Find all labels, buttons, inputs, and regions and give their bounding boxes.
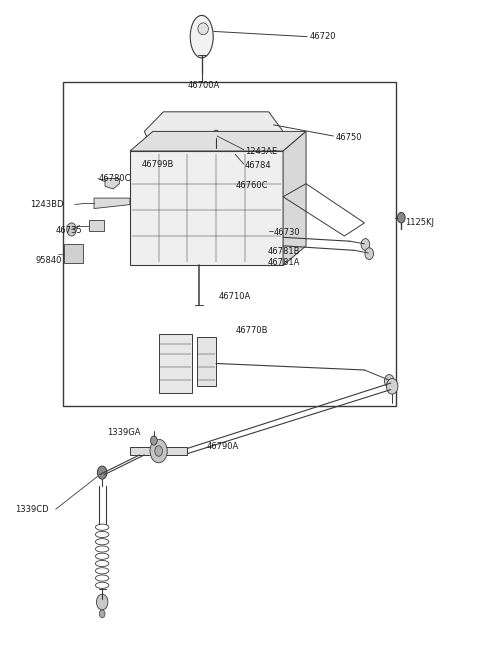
Polygon shape — [130, 132, 306, 151]
Ellipse shape — [199, 166, 224, 179]
Polygon shape — [105, 178, 120, 189]
Text: 46781B: 46781B — [268, 246, 300, 255]
Circle shape — [361, 238, 370, 250]
Polygon shape — [283, 132, 306, 265]
Text: 46760C: 46760C — [235, 181, 268, 189]
Text: 46770B: 46770B — [235, 326, 268, 335]
Circle shape — [99, 610, 105, 618]
Text: 46730: 46730 — [274, 228, 300, 237]
Text: 1243BD: 1243BD — [30, 200, 64, 209]
Ellipse shape — [206, 170, 216, 176]
Circle shape — [155, 446, 162, 457]
Text: 46799B: 46799B — [142, 160, 174, 168]
Text: 95840: 95840 — [35, 255, 61, 265]
Text: 46700A: 46700A — [187, 81, 220, 90]
Text: 46720: 46720 — [310, 32, 336, 41]
Polygon shape — [130, 447, 187, 455]
Text: 46790A: 46790A — [206, 442, 239, 451]
Bar — [197, 337, 216, 386]
Text: 46735: 46735 — [56, 226, 83, 235]
Bar — [89, 219, 104, 231]
Text: 1339CD: 1339CD — [15, 505, 48, 514]
Bar — [130, 151, 283, 265]
Text: 46710A: 46710A — [218, 291, 251, 301]
Circle shape — [151, 436, 157, 445]
Circle shape — [96, 594, 108, 610]
Bar — [63, 83, 396, 406]
Text: 1243AE: 1243AE — [245, 147, 277, 155]
Polygon shape — [144, 112, 283, 151]
Text: 46781A: 46781A — [268, 257, 300, 267]
Text: 46784: 46784 — [245, 161, 271, 170]
Text: 46780C: 46780C — [99, 174, 132, 183]
Circle shape — [67, 223, 76, 236]
Bar — [142, 159, 168, 166]
Circle shape — [150, 440, 167, 463]
Text: 46750: 46750 — [336, 134, 362, 142]
Polygon shape — [94, 198, 130, 208]
Circle shape — [213, 130, 219, 140]
Bar — [64, 244, 83, 263]
Ellipse shape — [198, 23, 208, 35]
Polygon shape — [163, 146, 250, 163]
Circle shape — [397, 212, 405, 223]
Circle shape — [365, 248, 373, 259]
Circle shape — [97, 466, 107, 479]
Circle shape — [386, 379, 398, 394]
Circle shape — [384, 375, 394, 388]
Bar — [158, 334, 192, 393]
Text: 1125KJ: 1125KJ — [405, 218, 434, 227]
Text: 1339GA: 1339GA — [107, 428, 141, 437]
Ellipse shape — [190, 16, 213, 58]
